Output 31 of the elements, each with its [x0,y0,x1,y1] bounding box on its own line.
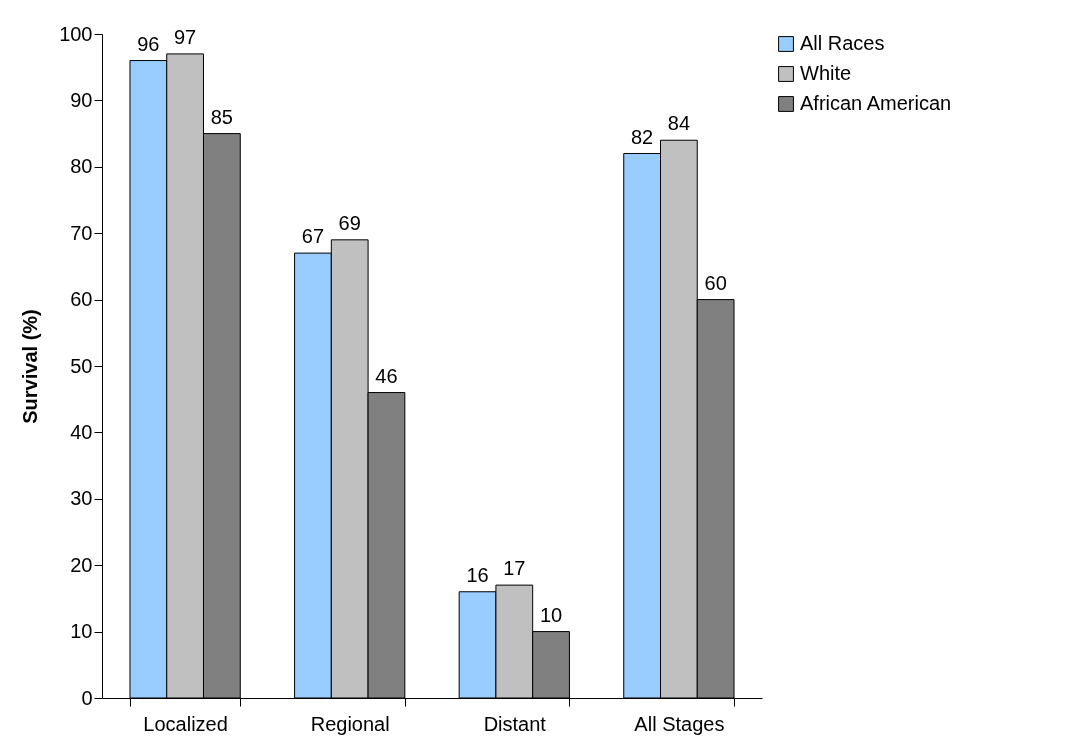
data-label: 85 [210,105,233,128]
x-tick-label: Localized [143,712,228,735]
data-label: 60 [704,271,727,294]
y-tick-label: 70 [70,221,93,244]
y-axis-title: Survival (%) [19,309,42,424]
y-tick-label: 80 [70,155,93,178]
y-tick-label: 10 [70,620,93,643]
x-tick-label: Regional [310,712,390,735]
data-label: 69 [338,211,361,234]
data-label: 16 [466,563,489,586]
legend-label: White [800,62,852,84]
data-label: 46 [375,364,398,387]
y-tick-label: 90 [70,88,93,111]
data-label: 67 [301,225,325,248]
y-tick-label: 30 [70,487,93,510]
legend-label: All Races [800,32,885,54]
legend-label: African American [800,92,952,114]
y-tick-label: 100 [59,22,93,45]
y-tick-label: 0 [81,686,93,709]
data-label: 10 [539,603,563,626]
y-tick-label: 20 [70,553,93,576]
y-tick-label: 50 [70,354,93,377]
data-label: 82 [631,125,654,148]
x-tick-label: All Stages [634,712,725,735]
data-label: 17 [503,557,526,580]
data-label: 84 [667,112,691,135]
x-tick-label: Distant [483,712,547,735]
y-tick-label: 40 [70,420,93,443]
data-label: 96 [137,32,160,55]
y-tick-label: 60 [70,288,93,311]
data-label: 97 [173,25,197,48]
